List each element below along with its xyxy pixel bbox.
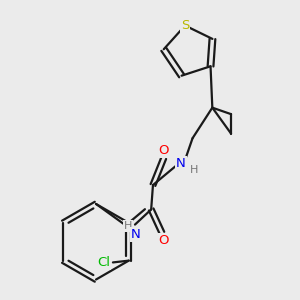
Text: O: O	[158, 234, 169, 247]
Text: H: H	[124, 221, 132, 231]
Text: N: N	[131, 228, 141, 241]
Text: N: N	[176, 157, 185, 170]
Text: S: S	[181, 19, 189, 32]
Text: H: H	[190, 165, 198, 175]
Text: O: O	[158, 144, 169, 157]
Text: Cl: Cl	[97, 256, 110, 269]
